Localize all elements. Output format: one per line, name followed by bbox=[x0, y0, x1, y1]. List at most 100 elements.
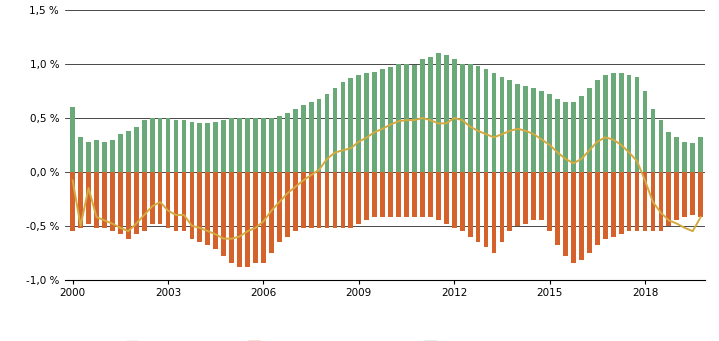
Bar bbox=[516, 171, 521, 172]
Bar bbox=[595, 172, 600, 245]
Bar bbox=[357, 171, 361, 172]
Bar bbox=[285, 113, 290, 172]
Bar bbox=[198, 123, 202, 172]
Bar bbox=[333, 171, 337, 172]
Bar bbox=[682, 172, 687, 178]
Bar bbox=[516, 84, 521, 172]
Bar bbox=[555, 172, 560, 245]
Bar bbox=[412, 172, 417, 217]
Bar bbox=[214, 172, 218, 250]
Bar bbox=[182, 169, 186, 172]
Bar bbox=[365, 73, 369, 172]
Bar bbox=[134, 169, 139, 172]
Bar bbox=[301, 105, 306, 172]
Bar bbox=[70, 107, 75, 172]
Bar bbox=[308, 172, 313, 228]
Bar bbox=[126, 172, 131, 239]
Bar bbox=[412, 65, 417, 172]
Bar bbox=[316, 99, 321, 172]
Bar bbox=[277, 116, 282, 172]
Bar bbox=[380, 172, 385, 217]
Bar bbox=[539, 91, 544, 172]
Bar bbox=[214, 170, 218, 172]
Bar bbox=[547, 172, 552, 231]
Bar bbox=[587, 88, 592, 172]
Bar bbox=[484, 70, 488, 172]
Bar bbox=[94, 172, 99, 228]
Bar bbox=[492, 73, 496, 172]
Bar bbox=[301, 170, 306, 172]
Bar bbox=[659, 172, 664, 176]
Bar bbox=[690, 143, 695, 172]
Bar bbox=[523, 171, 528, 172]
Bar bbox=[476, 171, 480, 172]
Bar bbox=[619, 172, 623, 234]
Bar bbox=[476, 66, 480, 172]
Bar bbox=[190, 170, 194, 172]
Bar bbox=[165, 169, 170, 172]
Bar bbox=[459, 171, 464, 172]
Bar bbox=[667, 172, 672, 226]
Bar bbox=[157, 169, 162, 172]
Bar bbox=[531, 88, 536, 172]
Bar bbox=[253, 170, 258, 172]
Bar bbox=[674, 137, 679, 172]
Bar bbox=[173, 120, 178, 172]
Bar bbox=[674, 172, 679, 220]
Bar bbox=[595, 80, 600, 172]
Bar bbox=[388, 171, 393, 172]
Bar bbox=[380, 70, 385, 172]
Bar bbox=[86, 167, 91, 172]
Bar bbox=[245, 170, 250, 172]
Bar bbox=[603, 75, 608, 172]
Bar bbox=[428, 57, 433, 172]
Bar bbox=[555, 99, 560, 172]
Bar bbox=[603, 172, 608, 239]
Bar bbox=[635, 77, 639, 172]
Bar bbox=[492, 172, 496, 253]
Bar bbox=[221, 172, 226, 256]
Bar bbox=[229, 172, 234, 264]
Bar bbox=[237, 170, 242, 172]
Bar bbox=[651, 109, 655, 172]
Bar bbox=[102, 167, 107, 172]
Bar bbox=[563, 102, 568, 172]
Bar bbox=[293, 170, 298, 172]
Bar bbox=[357, 75, 361, 172]
Bar bbox=[277, 170, 282, 172]
Bar bbox=[301, 172, 306, 228]
Bar bbox=[659, 172, 664, 231]
Bar bbox=[118, 134, 123, 172]
Bar bbox=[396, 64, 401, 172]
Bar bbox=[436, 171, 441, 172]
Bar bbox=[206, 170, 210, 172]
Bar bbox=[476, 172, 480, 242]
Bar bbox=[547, 171, 552, 172]
Bar bbox=[388, 172, 393, 217]
Bar bbox=[206, 123, 210, 172]
Bar bbox=[126, 169, 131, 172]
Bar bbox=[229, 118, 234, 172]
Bar bbox=[70, 166, 75, 172]
Bar bbox=[102, 142, 107, 172]
Bar bbox=[142, 120, 147, 172]
Bar bbox=[643, 172, 647, 231]
Bar bbox=[380, 171, 385, 172]
Bar bbox=[372, 172, 377, 217]
Bar bbox=[173, 169, 178, 172]
Bar bbox=[619, 73, 623, 172]
Bar bbox=[468, 64, 472, 172]
Bar bbox=[165, 118, 170, 172]
Bar bbox=[690, 172, 695, 178]
Bar bbox=[142, 172, 147, 231]
Bar bbox=[682, 142, 687, 172]
Bar bbox=[468, 171, 472, 172]
Bar bbox=[157, 172, 162, 224]
Bar bbox=[277, 172, 282, 242]
Bar bbox=[150, 169, 155, 172]
Bar bbox=[261, 118, 266, 172]
Bar bbox=[325, 94, 329, 172]
Bar bbox=[110, 139, 115, 172]
Bar bbox=[500, 172, 504, 242]
Bar bbox=[285, 170, 290, 172]
